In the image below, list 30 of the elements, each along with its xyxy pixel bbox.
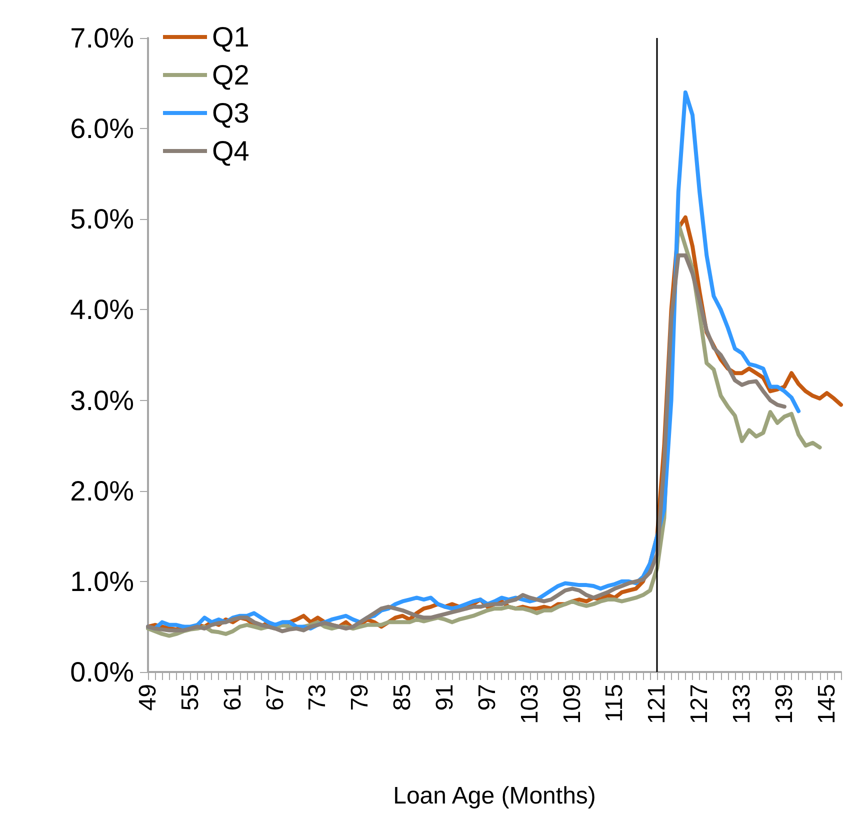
x-tick-label: 133	[728, 684, 756, 724]
y-tick-label: 3.0%	[70, 384, 134, 416]
x-tick-label: 145	[813, 684, 840, 724]
x-tick-label: 121	[644, 684, 671, 724]
x-tick-label: 85	[389, 684, 416, 711]
x-tick-label: 73	[304, 684, 332, 711]
legend-label: Q4	[212, 136, 250, 166]
x-tick-label: 91	[432, 684, 458, 711]
y-tick-label: 1.0%	[70, 566, 134, 597]
x-tick-label: 67	[262, 684, 289, 711]
x-tick-label: 109	[558, 684, 586, 724]
x-tick-label: 49	[134, 684, 162, 711]
x-tick-label: 97	[474, 684, 501, 711]
x-tick-label: 55	[176, 684, 204, 711]
x-tick-label: 103	[516, 684, 544, 724]
x-tick-label: 139	[770, 684, 798, 724]
legend-label: Q1	[212, 22, 250, 52]
x-axis-title: Loan Age (Months)	[393, 782, 596, 810]
x-tick-label: 115	[601, 684, 628, 722]
x-tick-label: 127	[686, 684, 714, 724]
x-tick-label: 79	[346, 684, 374, 711]
y-tick-label: 5.0%	[70, 204, 134, 235]
y-tick-label: 7.0%	[70, 22, 134, 54]
y-tick-label: 6.0%	[70, 113, 134, 144]
x-tick-label: 61	[219, 684, 246, 711]
legend-label: Q2	[212, 60, 250, 90]
legend-label: Q3	[212, 98, 250, 128]
y-tick-label: 0.0%	[70, 656, 134, 688]
y-tick-label: 2.0%	[70, 475, 134, 506]
y-tick-label: 4.0%	[70, 294, 134, 326]
